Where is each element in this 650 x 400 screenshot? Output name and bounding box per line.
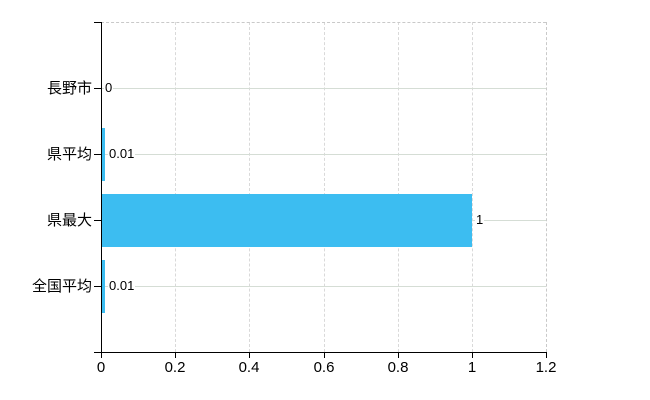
x-axis-line — [94, 352, 546, 353]
horizontal-gridline — [102, 286, 546, 287]
bar-2 — [102, 194, 472, 247]
x-axis-tick-label: 0.2 — [164, 359, 186, 376]
x-axis-tick-label: 0.8 — [387, 359, 409, 376]
y-axis-tick — [94, 154, 101, 155]
x-axis-tick — [472, 352, 473, 358]
horizontal-gridline — [102, 154, 546, 155]
x-axis-tick-label: 0 — [96, 359, 106, 376]
x-axis-tick — [101, 352, 102, 358]
plot-border-top — [101, 22, 546, 23]
y-axis-top-end-tick — [94, 22, 101, 23]
bar-value-label: 0.01 — [108, 278, 136, 294]
x-axis-tick-label: 0.4 — [238, 359, 260, 376]
y-axis-line — [101, 22, 102, 353]
bar-value-label: 1 — [475, 212, 485, 228]
x-axis-tick — [324, 352, 325, 358]
bar-3 — [102, 260, 105, 313]
x-axis-tick — [249, 352, 250, 358]
category-label: 県最大 — [46, 212, 92, 230]
vertical-gridline — [472, 22, 473, 352]
x-axis-tick — [398, 352, 399, 358]
vertical-gridline — [324, 22, 325, 352]
plot-border-right — [546, 22, 547, 352]
vertical-gridline — [175, 22, 176, 352]
y-axis-tick — [94, 220, 101, 221]
x-axis-tick — [175, 352, 176, 358]
vertical-gridline — [249, 22, 250, 352]
x-axis-tick-label: 0.6 — [313, 359, 335, 376]
category-label: 全国平均 — [31, 278, 92, 296]
x-axis-tick-label: 1.2 — [535, 359, 557, 376]
category-label: 県平均 — [46, 146, 92, 164]
x-axis-tick-label: 1 — [467, 359, 477, 376]
bar-value-label: 0 — [104, 80, 114, 96]
y-axis-tick — [94, 88, 101, 89]
bar-1 — [102, 128, 105, 181]
x-axis-tick — [546, 352, 547, 358]
category-label: 長野市 — [46, 80, 92, 98]
vertical-gridline — [398, 22, 399, 352]
horizontal-gridline — [102, 88, 546, 89]
y-axis-tick — [94, 286, 101, 287]
bar-value-label: 0.01 — [108, 146, 136, 162]
